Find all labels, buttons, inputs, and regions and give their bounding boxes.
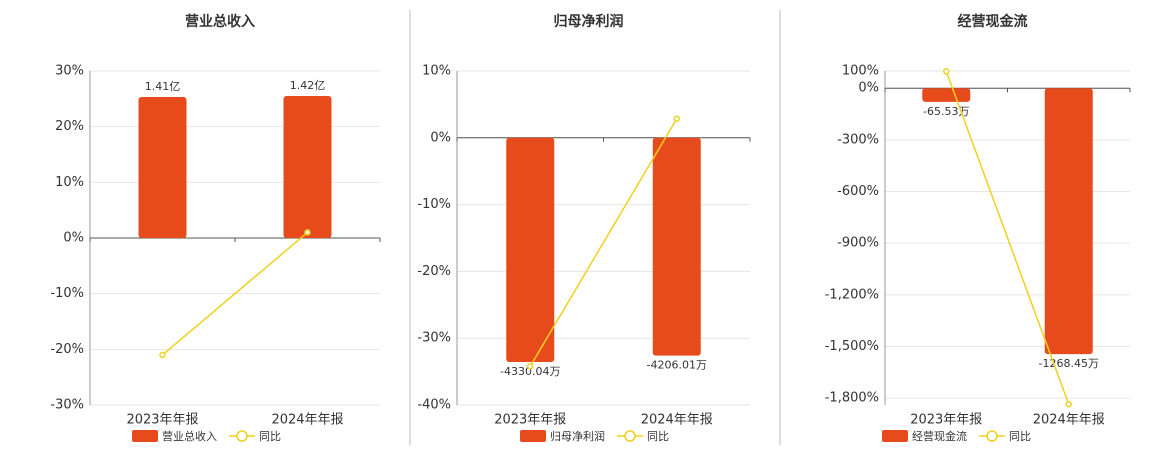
legend-label: 营业总收入 — [162, 429, 217, 443]
line-point — [1065, 401, 1072, 408]
legend-label: 经营现金流 — [912, 429, 967, 443]
x-tick-label: 2024年年报 — [641, 413, 713, 428]
bar — [652, 137, 701, 356]
legend-swatch — [236, 430, 248, 442]
line — [945, 71, 1070, 405]
legend-label: 同比 — [259, 430, 281, 443]
x-tick-label: 2023年年报 — [910, 413, 982, 428]
value-label: -4206.01万 — [647, 359, 707, 372]
bar — [138, 97, 187, 238]
legend-label: 同比 — [1009, 430, 1031, 443]
line-point — [159, 351, 166, 359]
x-tick-label: 2023年年报 — [126, 413, 198, 428]
line-point — [943, 68, 950, 75]
y-tick-label: -900% — [837, 236, 879, 251]
bar — [922, 88, 971, 102]
value-label: -4330.04万 — [500, 365, 560, 378]
value-label: 1.41亿 — [145, 80, 181, 93]
legend-label: 同比 — [647, 430, 669, 443]
x-tick-label: 2024年年报 — [1033, 413, 1105, 428]
y-tick-label: -300% — [837, 132, 879, 147]
y-tick-label: -1,500% — [825, 339, 879, 354]
chart-title: 归母净利润 — [554, 13, 624, 30]
legend-swatch — [624, 430, 636, 442]
y-tick-label: -40% — [417, 398, 451, 413]
y-tick-label: -20% — [50, 342, 84, 357]
line-point — [304, 229, 311, 236]
legend-label: 归母净利润 — [550, 429, 605, 443]
bar — [1044, 88, 1093, 355]
y-tick-label: -30% — [417, 331, 451, 346]
y-tick-label: 0% — [430, 130, 451, 145]
y-tick-label: -1,800% — [825, 391, 879, 406]
line-point — [673, 115, 680, 122]
y-tick-label: 10% — [422, 64, 451, 79]
line — [162, 231, 308, 356]
x-tick-label: 2023年年报 — [494, 413, 566, 428]
value-label: 1.42亿 — [290, 79, 326, 92]
legend-swatch — [882, 430, 908, 442]
bar — [283, 96, 332, 238]
y-tick-label: 20% — [55, 119, 84, 134]
chart-title: 经营现金流 — [958, 13, 1028, 30]
bar — [506, 137, 555, 363]
line-point — [527, 363, 534, 370]
legend-swatch — [986, 430, 998, 442]
y-tick-label: -10% — [50, 286, 84, 301]
x-tick-label: 2024年年报 — [271, 413, 343, 428]
y-tick-label: 30% — [55, 64, 84, 79]
line — [529, 118, 678, 367]
y-tick-label: -10% — [417, 197, 451, 212]
y-tick-label: -20% — [417, 264, 451, 279]
y-tick-label: 100% — [842, 64, 879, 79]
value-label: -65.53万 — [923, 105, 969, 118]
value-label: -1268.45万 — [1039, 357, 1099, 370]
chart-title: 营业总收入 — [185, 13, 255, 30]
y-tick-label: 0% — [858, 81, 879, 96]
y-tick-label: 0% — [63, 231, 84, 246]
y-tick-label: -600% — [837, 184, 879, 199]
y-tick-label: -30% — [50, 398, 84, 413]
legend-swatch — [132, 430, 158, 442]
y-tick-label: -1,200% — [825, 287, 879, 302]
legend-swatch — [520, 430, 546, 442]
y-tick-label: 10% — [55, 175, 84, 190]
